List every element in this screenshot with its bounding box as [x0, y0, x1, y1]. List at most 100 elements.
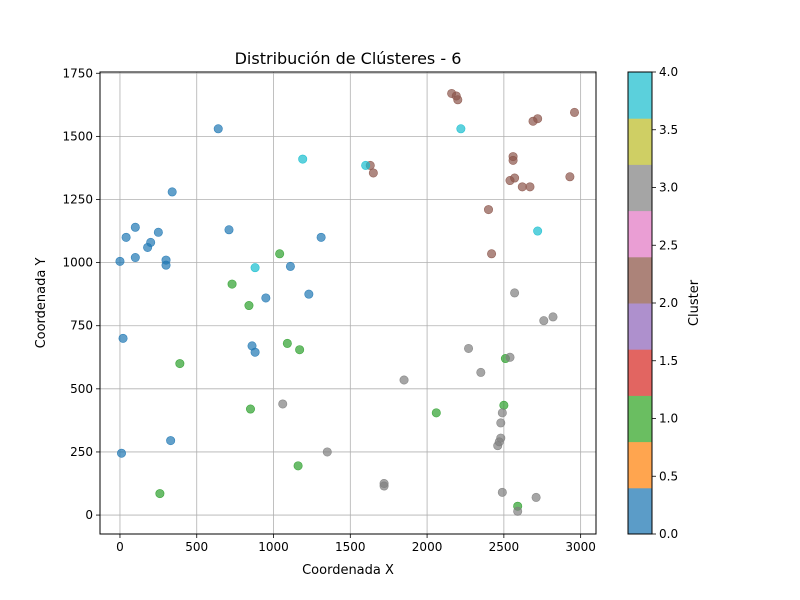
cluster-4-point: [456, 124, 466, 134]
x-tick-label: 2500: [489, 540, 520, 554]
cluster-1-point: [244, 301, 254, 311]
cluster-3-point: [513, 506, 523, 516]
colorbar-tick-label: 3.5: [659, 123, 678, 137]
y-tick-label: 0: [85, 508, 93, 522]
cluster-2-point: [508, 155, 518, 165]
colorbar-segment: [628, 395, 652, 443]
cluster-3-point: [493, 441, 503, 451]
colorbar-segment: [628, 303, 652, 350]
colorbar-tick-label: 3.0: [659, 181, 678, 195]
cluster-3-point: [497, 408, 507, 418]
cluster-0-point: [115, 256, 125, 266]
colorbar-tick-label: 2.5: [659, 238, 678, 252]
colorbar-segment: [628, 118, 652, 165]
cluster-0-point: [316, 232, 326, 242]
cluster-0-point: [143, 242, 153, 252]
cluster-1-point: [282, 338, 292, 348]
cluster-0-point: [224, 225, 234, 235]
colorbar-segment: [628, 256, 652, 304]
cluster-4-point: [298, 154, 308, 164]
y-tick-label: 250: [70, 445, 93, 459]
colorbar-label: Cluster: [687, 279, 702, 326]
cluster-2-point: [510, 173, 520, 183]
y-axis-ticks: 0 250 500 750 1000 1250 1500 1750: [62, 66, 100, 522]
y-axis-label: Coordenada Y: [34, 258, 49, 349]
cluster-1-point: [245, 404, 255, 414]
cluster-0-point: [167, 187, 177, 197]
y-tick-label: 1250: [62, 192, 93, 206]
cluster-0-point: [304, 289, 314, 299]
colorbar-tick-label: 2.0: [659, 296, 678, 310]
cluster-1-point: [431, 408, 441, 418]
y-tick-label: 1000: [62, 256, 93, 270]
cluster-0-point: [213, 124, 223, 134]
colorbar-segment: [628, 164, 652, 212]
cluster-0-point: [130, 253, 140, 263]
cluster-1-point: [499, 400, 509, 410]
x-tick-label: 3000: [565, 540, 596, 554]
x-tick-label: 0: [116, 540, 124, 554]
plot-frame: [99, 71, 597, 535]
cluster-1-point: [227, 279, 237, 289]
cluster-1-point: [175, 359, 185, 369]
cluster-3-point: [510, 288, 520, 298]
cluster-1-point: [295, 345, 305, 355]
cluster-0-point: [116, 448, 126, 458]
cluster-2-point: [484, 205, 494, 215]
cluster-3-point: [531, 492, 541, 502]
cluster-2-point: [368, 168, 378, 178]
x-axis-label: Coordenada X: [302, 563, 394, 578]
cluster-2-point: [487, 249, 497, 259]
cluster-3-point: [278, 399, 288, 409]
colorbar-tick-label: 0.0: [659, 527, 678, 541]
cluster-1-point: [293, 461, 303, 471]
x-axis-ticks: 0 500 1000 1500 2000 2500 3000: [116, 534, 596, 554]
cluster-2-point: [528, 116, 538, 126]
cluster-0-point: [153, 227, 163, 237]
cluster-3-point: [379, 481, 389, 491]
cluster-0-point: [130, 222, 140, 232]
cluster-3-point: [505, 352, 515, 362]
cluster-0-point: [161, 260, 171, 270]
colorbar-segment: [628, 441, 652, 489]
cluster-0-point: [250, 347, 260, 357]
cluster-2-point: [565, 172, 575, 182]
colorbar-tick-label: 1.0: [659, 412, 678, 426]
cluster-3-point: [399, 375, 409, 385]
cluster-0-point: [118, 333, 128, 343]
y-tick-label: 500: [70, 382, 93, 396]
colorbar-tick-label: 4.0: [659, 65, 678, 79]
cluster-1-point: [155, 489, 165, 499]
colorbar-segment: [628, 487, 652, 535]
x-tick-label: 2000: [412, 540, 443, 554]
cluster-3-point: [497, 487, 507, 497]
cluster-2-point: [517, 182, 527, 192]
cluster-3-point: [496, 418, 506, 428]
cluster-2-point: [570, 107, 580, 117]
colorbar-tick-label: 0.5: [659, 469, 678, 483]
cluster-0-point: [166, 436, 176, 446]
cluster-2-point: [525, 182, 535, 192]
cluster-4-point: [533, 226, 543, 236]
y-tick-label: 1750: [62, 66, 93, 80]
x-tick-label: 500: [185, 540, 208, 554]
cluster-0-point: [285, 261, 295, 271]
cluster-4-point: [250, 263, 260, 273]
cluster-0-point: [121, 232, 131, 242]
data-points: [115, 88, 580, 516]
colorbar-tick-label: 1.5: [659, 354, 678, 368]
x-tick-label: 1500: [335, 540, 366, 554]
cluster-1-point: [275, 249, 285, 259]
colorbar-segment: [628, 210, 652, 258]
y-tick-label: 1500: [62, 129, 93, 143]
cluster-4-point: [361, 160, 371, 170]
cluster-3-point: [322, 447, 332, 457]
colorbar-segment: [628, 349, 652, 396]
x-tick-label: 1000: [258, 540, 289, 554]
y-tick-label: 750: [70, 319, 93, 333]
colorbar: [628, 72, 652, 535]
cluster-0-point: [261, 293, 271, 303]
colorbar-ticks: 0.0 0.5 1.0 1.5 2.0 2.5 3.0 3.5 4.0: [652, 65, 678, 541]
